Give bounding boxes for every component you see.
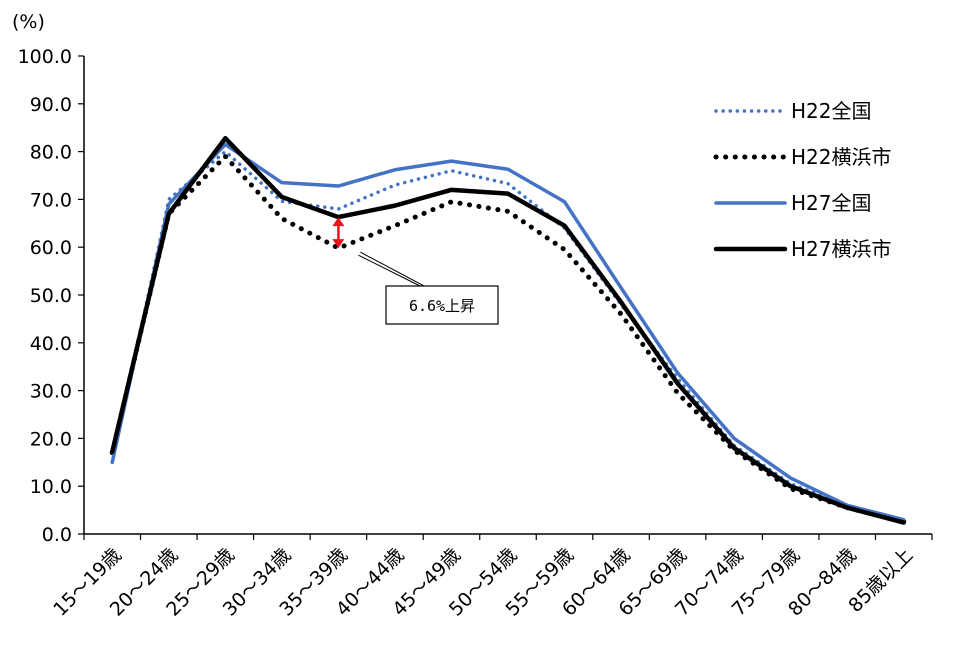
annotation-arrow-head-up	[332, 217, 345, 227]
annotation-label: 6.6%上昇	[409, 297, 475, 315]
y-tick-label: 20.0	[30, 428, 72, 450]
series-line-1	[110, 149, 906, 523]
y-tick-label: 100.0	[18, 46, 72, 68]
annotation-leader	[360, 251, 434, 287]
series-line-3	[110, 142, 906, 522]
annotation-arrow-head-down	[332, 239, 345, 249]
y-tick-label: 90.0	[30, 94, 72, 116]
y-axis-unit-label: (%)	[12, 11, 45, 33]
annotation-box	[385, 285, 499, 325]
y-tick-label: 80.0	[30, 142, 72, 164]
y-tick-label: 0.0	[42, 524, 72, 546]
y-tick-label: 40.0	[30, 333, 72, 355]
annotation-leader-inner	[358, 254, 421, 287]
legend-label-2: H22横浜市	[791, 145, 892, 169]
series-line-4	[110, 135, 906, 525]
y-axis-ticks: 0.0 10.0 20.0 30.0 40.0 50.0 60.0 70.0 80.0 90.0 1…	[18, 46, 84, 546]
legend-label-1: H22全国	[791, 99, 872, 123]
annotation: 6.6%上昇	[332, 217, 499, 325]
legend: H22全国 H22横浜市 H27全国 H27横浜市	[713, 99, 892, 261]
legend-label-4: H27横浜市	[791, 237, 892, 261]
series-line-2	[109, 153, 907, 525]
series-lines	[109, 135, 907, 525]
legend-label-3: H27全国	[791, 191, 872, 215]
x-axis-ticks: 15～19歳20～24歳25～29歳30～34歳35～39歳40～44歳45～4…	[49, 534, 933, 621]
y-tick-label: 30.0	[30, 381, 72, 403]
y-tick-label: 70.0	[30, 189, 72, 211]
y-tick-label: 50.0	[30, 285, 72, 307]
y-tick-label: 60.0	[30, 237, 72, 259]
y-tick-label: 10.0	[30, 476, 72, 498]
